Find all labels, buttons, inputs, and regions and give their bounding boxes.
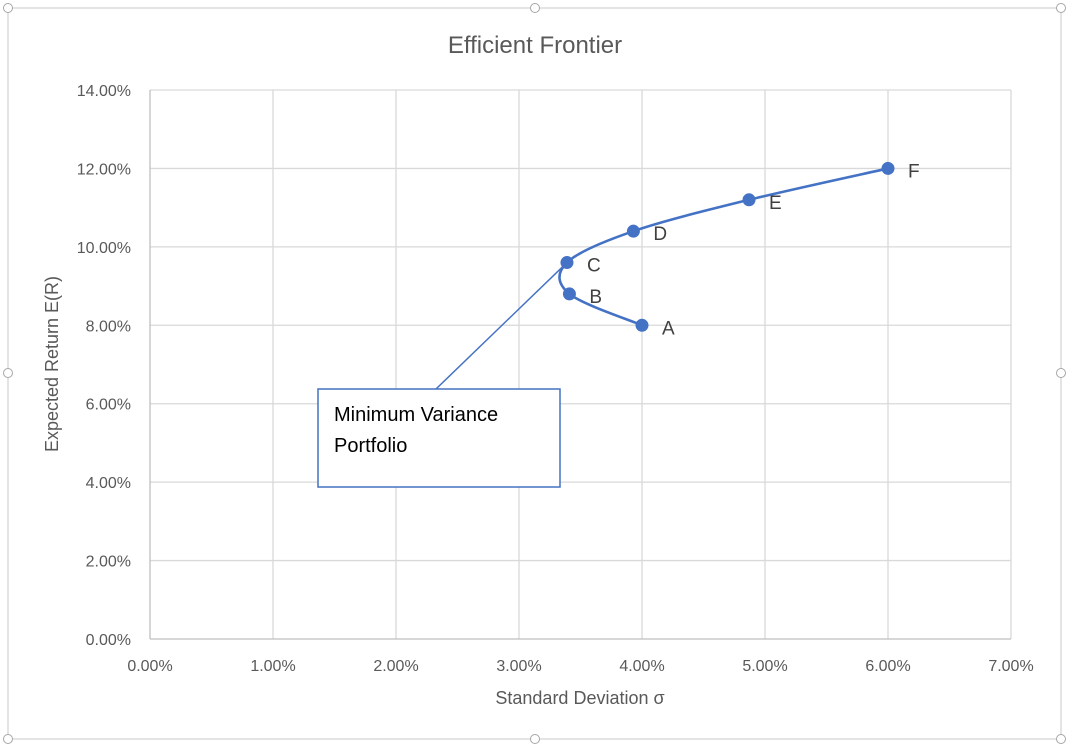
y-tick-label: 6.00% xyxy=(86,397,131,414)
x-tick-label: 3.00% xyxy=(496,658,541,675)
series-layer: A BC D E F xyxy=(558,161,920,339)
x-tick-label: 2.00% xyxy=(373,658,418,675)
point-label-c: C xyxy=(587,256,601,277)
resize-handle[interactable] xyxy=(3,734,13,744)
data-point-b[interactable] xyxy=(562,287,576,301)
tick-labels: 0.00% 1.00% 2.00% 3.00% 4.00% 5.00% 6.00% 7.00%… xyxy=(77,83,1034,675)
selection-handles xyxy=(3,3,1066,744)
data-point-e[interactable] xyxy=(742,193,756,207)
chart-title: Efficient Frontier xyxy=(448,32,622,59)
data-point-a[interactable] xyxy=(635,318,649,332)
axis-layer xyxy=(149,90,1011,640)
resize-handle[interactable] xyxy=(3,3,13,13)
annotation-layer: Minimum Variance Portfolio xyxy=(317,262,568,488)
x-tick-label: 7.00% xyxy=(988,658,1033,675)
y-tick-label: 14.00% xyxy=(77,83,131,100)
y-tick-label: 4.00% xyxy=(86,475,131,492)
point-label-e: E xyxy=(769,193,782,214)
resize-handle[interactable] xyxy=(1056,734,1066,744)
x-tick-label: 6.00% xyxy=(865,658,910,675)
y-tick-label: 0.00% xyxy=(86,632,131,649)
point-label-f: F xyxy=(908,161,920,182)
data-point-c[interactable] xyxy=(560,256,574,270)
y-axis-title: Expected Return E(R) xyxy=(42,276,62,452)
point-label-d: D xyxy=(653,224,667,245)
callout-box xyxy=(317,388,561,488)
y-tick-label: 10.00% xyxy=(77,240,131,257)
callout-text-line: Minimum Variance xyxy=(334,404,498,426)
resize-handle[interactable] xyxy=(1056,368,1066,378)
chart-frame[interactable] xyxy=(7,7,1062,740)
x-tick-label: 1.00% xyxy=(250,658,295,675)
x-tick-label: 4.00% xyxy=(619,658,664,675)
callout-text-line: Portfolio xyxy=(334,435,407,457)
callout-leader-line xyxy=(435,262,568,390)
resize-handle[interactable] xyxy=(3,368,13,378)
data-point-f[interactable] xyxy=(881,161,895,175)
resize-handle[interactable] xyxy=(530,3,540,13)
point-label-b: B xyxy=(589,287,602,308)
y-tick-label: 12.00% xyxy=(77,161,131,178)
x-axis-title: Standard Deviation σ xyxy=(495,688,664,708)
x-tick-label: 0.00% xyxy=(127,658,172,675)
grid-layer xyxy=(150,89,1012,639)
y-tick-label: 8.00% xyxy=(86,318,131,335)
resize-handle[interactable] xyxy=(530,734,540,744)
resize-handle[interactable] xyxy=(1056,3,1066,13)
x-tick-label: 5.00% xyxy=(742,658,787,675)
point-label-a: A xyxy=(662,318,675,339)
y-tick-label: 2.00% xyxy=(86,554,131,571)
data-point-d[interactable] xyxy=(626,224,640,238)
